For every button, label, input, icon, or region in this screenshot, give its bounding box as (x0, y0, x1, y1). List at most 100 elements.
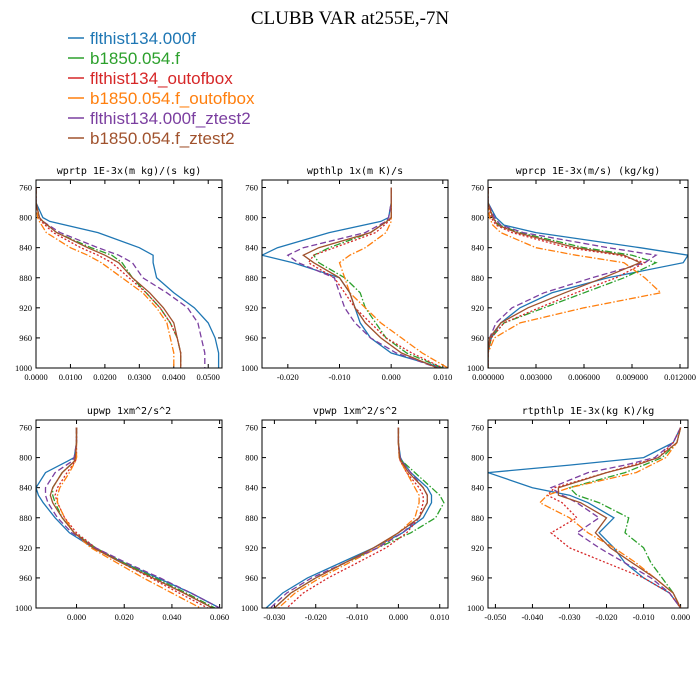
legend-label: b1850.054.f_ztest2 (90, 129, 235, 148)
x-tick-label: 0.000 (382, 372, 401, 382)
chart-panel: rtpthlp 1E-3x(kg K)/kg 760 800 840 880 920 960… (467, 406, 690, 622)
y-tick-label: 880 (471, 513, 484, 523)
y-tick-label: 1000 (241, 603, 258, 613)
y-tick-label: 1000 (467, 363, 484, 373)
y-tick-label: 1000 (241, 363, 258, 373)
legend-label: b1850.054.f (90, 49, 180, 68)
panels: wprtp 1E-3x(m kg)/(s kg) 760 800 840 880 920 9… (15, 166, 696, 622)
x-tick-label: 0.0200 (93, 372, 116, 382)
series-line (56, 427, 201, 608)
x-tick-label: -0.020 (305, 612, 327, 622)
x-tick-label: 0.020 (115, 612, 134, 622)
y-tick-label: 760 (245, 183, 258, 193)
x-tick-label: 0.060 (210, 612, 229, 622)
series-line (338, 187, 448, 368)
y-tick-label: 920 (471, 303, 484, 313)
y-tick-label: 840 (245, 483, 258, 493)
y-tick-label: 960 (245, 573, 258, 583)
legend-entry: flthist134.000f_ztest2 (68, 109, 251, 128)
chart-panel: vpwp 1xm^2/s^2 760 800 840 880 920 960 1000 -0.0… (241, 406, 449, 622)
series-line (488, 187, 688, 368)
y-tick-label: 760 (471, 183, 484, 193)
series-line (36, 187, 220, 368)
series-line (36, 187, 182, 368)
series-group (265, 427, 445, 608)
series-line (546, 427, 682, 608)
series-line (278, 427, 420, 608)
x-tick-label: 0.003000 (520, 372, 552, 382)
series-group (488, 427, 682, 608)
series-line (269, 427, 428, 608)
series-line (488, 187, 663, 368)
y-tick-label: 760 (19, 423, 32, 433)
x-tick-label: 0.010 (430, 612, 449, 622)
y-tick-label: 800 (19, 213, 32, 223)
y-tick-label: 920 (245, 543, 258, 553)
x-tick-label: 0.0300 (128, 372, 151, 382)
legend-entry: flthist134.000f (68, 29, 196, 48)
x-tick-label: 0.009000 (616, 372, 648, 382)
y-tick-label: 800 (245, 213, 258, 223)
series-line (488, 187, 647, 368)
x-tick-label: -0.040 (521, 612, 543, 622)
x-tick-label: 0.012000 (664, 372, 696, 382)
series-line (549, 427, 682, 608)
series-line (286, 187, 438, 368)
x-tick-label: 0.006000 (568, 372, 600, 382)
series-group (36, 187, 220, 368)
plot-frame (487, 179, 689, 369)
x-tick-label: 0.0500 (197, 372, 220, 382)
plot-frame (261, 419, 449, 609)
y-tick-label: 960 (471, 333, 484, 343)
x-tick-label: 0.0100 (59, 372, 82, 382)
chart-panel: upwp 1xm^2/s^2 760 800 840 880 920 960 1000 0.00… (15, 406, 229, 622)
x-tick-label: 0.000000 (472, 372, 504, 382)
y-tick-label: 920 (245, 303, 258, 313)
y-tick-label: 880 (19, 513, 32, 523)
y-tick-label: 800 (19, 453, 32, 463)
x-tick-label: -0.020 (277, 372, 299, 382)
x-tick-label: 0.010 (433, 372, 452, 382)
series-line (36, 187, 182, 368)
series-group (262, 187, 448, 368)
x-tick-label: 0.000 (67, 612, 86, 622)
plot-frame (35, 179, 223, 369)
plot-frame (261, 179, 449, 369)
panel-title: wpthlp 1x(m K)/s (307, 166, 403, 177)
series-line (36, 427, 220, 608)
series-line (44, 427, 220, 608)
series-line (36, 187, 182, 368)
y-tick-label: 960 (19, 333, 32, 343)
series-line (488, 187, 642, 368)
series-line (273, 427, 428, 608)
y-tick-label: 840 (245, 243, 258, 253)
legend-label: flthist134.000f_ztest2 (90, 109, 251, 128)
y-tick-label: 920 (471, 543, 484, 553)
series-line (312, 187, 444, 368)
y-tick-label: 800 (471, 453, 484, 463)
y-tick-label: 960 (471, 573, 484, 583)
series-line (307, 187, 444, 368)
chart-panel: wpthlp 1x(m K)/s 760 800 840 880 920 960 1000 -0… (241, 166, 452, 382)
series-line (538, 427, 682, 608)
chart-panel: wprtp 1E-3x(m kg)/(s kg) 760 800 840 880 920 9… (15, 166, 223, 382)
x-tick-label: 0.0000 (24, 372, 47, 382)
y-tick-label: 960 (19, 573, 32, 583)
plot-frame (487, 419, 689, 609)
series-group (36, 427, 220, 608)
y-tick-label: 760 (245, 423, 258, 433)
y-tick-label: 800 (471, 213, 484, 223)
x-tick-label: 0.000 (389, 612, 408, 622)
y-tick-label: 760 (471, 423, 484, 433)
x-tick-label: -0.030 (263, 612, 285, 622)
y-tick-label: 760 (19, 183, 32, 193)
y-tick-label: 840 (471, 243, 484, 253)
series-line (488, 427, 682, 608)
series-line (36, 187, 175, 368)
legend-label: b1850.054.f_outofbox (90, 89, 255, 108)
x-tick-label: 0.000 (671, 612, 690, 622)
x-tick-label: 0.0400 (162, 372, 185, 382)
y-tick-label: 880 (245, 273, 258, 283)
y-tick-label: 880 (245, 513, 258, 523)
